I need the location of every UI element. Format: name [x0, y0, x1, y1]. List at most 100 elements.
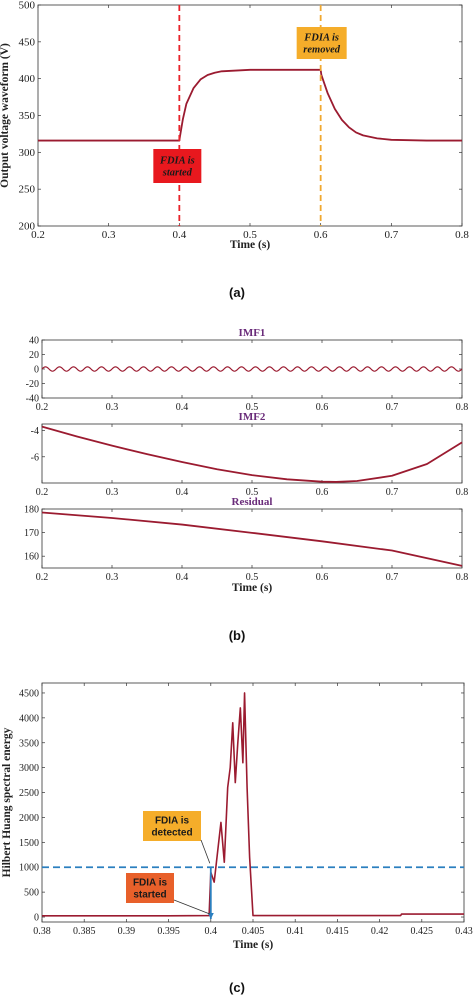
chart-b-imf1: 0.2 0.3 0.4 0.5 0.6 0.7 0.8 -40 -20 0 20 40 IMF1 — [26, 327, 469, 413]
y-tick-label: 160 — [24, 552, 39, 563]
x-tick-label: 0.7 — [386, 572, 399, 583]
annotation-fdia-detected-text: FDIA is — [155, 816, 190, 827]
x-tick-label: 0.5 — [246, 402, 259, 413]
y-tick-label: 200 — [19, 221, 36, 233]
x-tick-label: 0.6 — [316, 572, 329, 583]
imf1-line — [41, 366, 463, 372]
x-tick-label: 0.2 — [36, 487, 49, 498]
y-tick-label: 3500 — [19, 738, 39, 749]
x-tick-label: 0.6 — [314, 229, 328, 241]
annotation-fdia-removed-box — [296, 27, 347, 59]
y-tick-label: 250 — [19, 184, 36, 196]
x-tick-label: 0.8 — [455, 229, 469, 241]
annotation-fdia-detected-text: detected — [151, 828, 192, 839]
annotation-fdia-started-text: FDIA is — [159, 156, 195, 167]
x-tick-label: 0.5 — [246, 572, 259, 583]
annotation-fdia-started-text: started — [162, 168, 193, 179]
annotation-fdia-started-box — [126, 873, 174, 903]
x-tick-label: 0.4 — [176, 572, 189, 583]
chart-b-residual: 0.2 0.3 0.4 0.5 0.6 0.7 0.8 160 170 180 Time (s) Re… — [24, 496, 468, 594]
chart-b-imf2: 0.2 0.3 0.4 0.5 0.6 0.7 0.8 -4 -6 IMF2 — [31, 411, 469, 498]
x-tick-label: 0.42 — [371, 926, 389, 937]
subplot-title: Residual — [232, 496, 273, 508]
y-tick-label: 0 — [34, 365, 39, 376]
panel-c-label: (c) — [229, 980, 245, 995]
spectral-energy-line — [42, 692, 464, 917]
detection-marker-arrowhead — [207, 913, 214, 920]
x-tick-label: 0.425 — [411, 926, 434, 937]
imf2-line — [41, 425, 463, 483]
x-tick-label: 0.39 — [118, 926, 136, 937]
y-tick-label: 4500 — [19, 688, 39, 699]
y-tick-label: 0 — [34, 913, 39, 924]
annotation-fdia-started-text: FDIA is — [133, 878, 168, 889]
y-tick-label: 40 — [29, 336, 39, 347]
x-tick-label: 0.8 — [456, 402, 469, 413]
y-tick-label: 400 — [19, 73, 36, 85]
residual-line — [41, 511, 463, 567]
x-tick-label: 0.6 — [316, 402, 329, 413]
y-tick-label: 350 — [19, 110, 36, 122]
x-axis-label: Time (s) — [230, 239, 271, 251]
plot-area — [37, 4, 463, 227]
x-tick-label: 0.5 — [246, 487, 259, 498]
voltage-line — [38, 68, 462, 142]
x-tick-label: 0.4 — [172, 229, 186, 241]
plot-area — [41, 682, 465, 923]
x-tick-label: 0.2 — [36, 572, 49, 583]
panel-b-label: (b) — [229, 628, 246, 643]
plot-area — [41, 423, 463, 484]
y-tick-label: 20 — [29, 350, 39, 361]
x-tick-label: 0.41 — [286, 926, 304, 937]
chart-a: 0.2 0.3 0.4 0.5 0.6 0.7 0.8 200 250 300 350 400 450 5… — [0, 0, 469, 251]
y-tick-label: 500 — [19, 0, 36, 12]
x-tick-label: 0.3 — [102, 229, 116, 241]
y-axis-label: Output voltage waveform (V) — [0, 43, 11, 188]
y-tick-label: 3000 — [19, 763, 39, 774]
x-tick-label: 0.6 — [316, 487, 329, 498]
y-axis-label: Hilbert Huang spectral energy — [1, 727, 13, 877]
y-tick-label: 180 — [24, 505, 39, 516]
x-tick-label: 0.395 — [157, 926, 180, 937]
x-tick-label: 0.5 — [243, 229, 257, 241]
x-tick-label: 0.405 — [242, 926, 265, 937]
x-tick-label: 0.4 — [205, 926, 218, 937]
y-tick-label: 2000 — [19, 813, 39, 824]
y-tick-label: -40 — [26, 394, 39, 405]
y-tick-label: 4000 — [19, 713, 39, 724]
started-pointer — [173, 899, 210, 915]
x-tick-label: 0.7 — [386, 487, 399, 498]
y-tick-label: 450 — [19, 36, 36, 48]
y-tick-label: 170 — [24, 528, 39, 539]
chart-c: 0.38 0.385 0.39 0.395 0.4 0.405 0.41 0.415 0.42 0… — [1, 682, 473, 951]
y-tick-label: 1500 — [19, 838, 39, 849]
y-tick-label: -6 — [31, 452, 39, 463]
annotation-fdia-started-box — [153, 149, 202, 183]
annotation-fdia-removed-text: removed — [303, 45, 340, 56]
x-tick-label: 0.415 — [326, 926, 349, 937]
x-axis-label: Time (s) — [232, 582, 273, 594]
x-tick-label: 0.8 — [456, 572, 469, 583]
annotation-fdia-started-text: started — [133, 890, 166, 901]
subplot-title: IMF1 — [239, 327, 266, 339]
x-tick-label: 0.3 — [106, 487, 119, 498]
detected-pointer — [200, 839, 211, 864]
x-tick-label: 0.385 — [73, 926, 96, 937]
x-tick-label: 0.38 — [33, 926, 51, 937]
panel-a-label: (a) — [229, 285, 245, 300]
annotation-fdia-removed-text: FDIA is — [303, 33, 339, 44]
y-tick-label: 300 — [19, 147, 36, 159]
x-axis-label: Time (s) — [233, 939, 274, 951]
x-tick-label: 0.4 — [176, 487, 189, 498]
y-tick-label: -4 — [31, 426, 39, 437]
annotation-fdia-detected-box — [143, 811, 201, 841]
y-tick-label: 1000 — [19, 863, 39, 874]
x-tick-label: 0.3 — [106, 402, 119, 413]
x-tick-label: 0.4 — [176, 402, 189, 413]
y-tick-label: 2500 — [19, 788, 39, 799]
y-tick-label: 500 — [24, 888, 39, 899]
y-tick-label: -20 — [26, 379, 39, 390]
x-tick-label: 0.3 — [106, 572, 119, 583]
x-tick-label: 0.2 — [31, 229, 45, 241]
x-tick-label: 0.7 — [384, 229, 398, 241]
